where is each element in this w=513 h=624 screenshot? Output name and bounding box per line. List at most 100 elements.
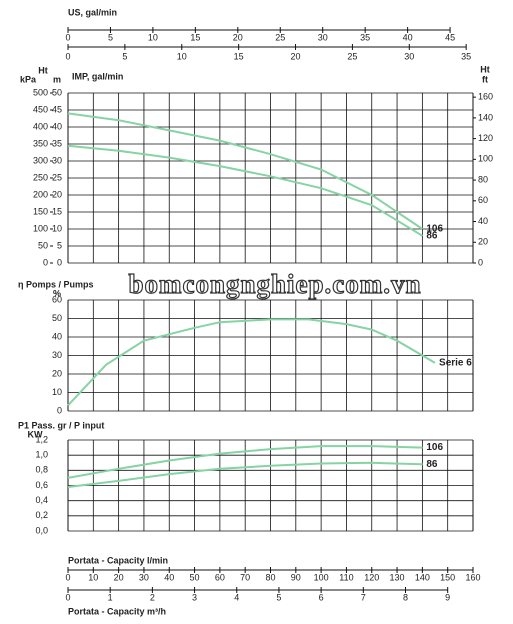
y-tick-label: 200 [33, 189, 48, 199]
x-tick-label: 80 [265, 572, 275, 582]
y-tick-label: 45 [52, 104, 62, 114]
axis-title: KW [28, 429, 43, 439]
y-tick-label: 450 [33, 104, 48, 114]
x-tick-label: 60 [215, 572, 225, 582]
x-tick-label: 5 [122, 51, 127, 61]
y-tick-label: 25 [52, 172, 62, 182]
y-tick-label: 50 [52, 313, 62, 323]
x-tick-label: 8 [403, 592, 408, 602]
curve [67, 318, 436, 407]
series-label: 106 [426, 224, 443, 235]
series-label: 86 [426, 459, 438, 470]
y-tick-label: 0 [57, 257, 62, 267]
y2-tick-label: 60 [478, 195, 488, 205]
y-tick-label: 0,8 [35, 465, 48, 475]
x-tick-label: 160 [465, 572, 480, 582]
y-tick-label: 0,6 [35, 480, 48, 490]
x-tick-label: 35 [360, 32, 370, 42]
x-tick-label: 0 [65, 572, 70, 582]
x-tick-label: 20 [114, 572, 124, 582]
y-tick-label: 30 [52, 350, 62, 360]
y-tick-label: 60 [52, 294, 62, 304]
y-tick-label: 350 [33, 138, 48, 148]
y-tick-label: 0,2 [35, 510, 48, 520]
x-tick-label: 9 [445, 592, 450, 602]
axis-title: ft [482, 74, 488, 84]
y-tick-label: 50 [52, 87, 62, 97]
curve [67, 144, 423, 237]
x-tick-label: 25 [275, 32, 285, 42]
y-tick-label: 400 [33, 121, 48, 131]
y-tick-label: 250 [33, 172, 48, 182]
y-tick-label: 10 [52, 387, 62, 397]
x-tick-label: 40 [403, 32, 413, 42]
y-tick-label: 1,0 [35, 450, 48, 460]
y-tick-label: 20 [52, 189, 62, 199]
axis-title: kPa [20, 74, 37, 84]
x-tick-label: 35 [461, 51, 471, 61]
x-tick-label: 20 [233, 32, 243, 42]
y-tick-label: 1,2 [35, 434, 48, 444]
axis-title: Portata - Capacity m³/h [68, 606, 166, 616]
series-label: 106 [426, 442, 443, 453]
x-tick-label: 15 [190, 32, 200, 42]
y-tick-label: 100 [33, 223, 48, 233]
y-tick-label: 0,0 [35, 525, 48, 535]
x-tick-label: 10 [177, 51, 187, 61]
x-tick-label: 1 [108, 592, 113, 602]
axis-title: Ht [480, 64, 490, 74]
x-tick-label: 120 [364, 572, 379, 582]
x-tick-label: 2 [150, 592, 155, 602]
x-tick-label: 40 [164, 572, 174, 582]
y-tick-label: 40 [52, 121, 62, 131]
axis-title: US, gal/min [68, 7, 117, 17]
y-tick-label: 30 [52, 155, 62, 165]
x-tick-label: 30 [404, 51, 414, 61]
series-label: 86 [426, 230, 438, 241]
x-tick-label: 20 [291, 51, 301, 61]
x-tick-label: 70 [240, 572, 250, 582]
x-tick-label: 110 [339, 572, 353, 582]
y2-tick-label: 0 [478, 257, 483, 267]
x-tick-label: 140 [415, 572, 430, 582]
y-tick-label: 500 [33, 87, 48, 97]
y2-tick-label: 80 [478, 174, 488, 184]
curve [67, 112, 423, 230]
series-label: Serie 6 [439, 358, 472, 369]
y2-tick-label: 20 [478, 237, 488, 247]
y-tick-label: 0 [43, 257, 48, 267]
x-tick-label: 15 [234, 51, 244, 61]
y-tick-label: 10 [52, 223, 62, 233]
x-tick-label: 10 [88, 572, 98, 582]
y-tick-label: 0 [57, 405, 62, 415]
y2-tick-label: 160 [478, 92, 493, 102]
curve [67, 461, 423, 488]
axis-title: Portata - Capacity l/min [68, 555, 168, 565]
y-tick-label: 35 [52, 138, 62, 148]
x-tick-label: 90 [291, 572, 301, 582]
x-tick-label: 45 [445, 32, 455, 42]
x-tick-label: 30 [139, 572, 149, 582]
axis-title: P1 Pass. gr / P input [18, 420, 104, 430]
y2-tick-label: 120 [478, 133, 493, 143]
x-tick-label: 3 [192, 592, 197, 602]
y-tick-label: 0,4 [35, 495, 48, 505]
x-tick-label: 5 [108, 32, 113, 42]
x-tick-label: 7 [361, 592, 366, 602]
x-tick-label: 0 [65, 592, 70, 602]
axis-title: IMP, gal/min [72, 71, 123, 81]
y-tick-label: 150 [33, 206, 48, 216]
axis-title: Ht [38, 65, 48, 75]
x-tick-label: 0 [65, 51, 70, 61]
x-tick-label: 100 [314, 572, 329, 582]
x-tick-label: 4 [234, 592, 239, 602]
x-tick-label: 50 [190, 572, 200, 582]
axis-title: % [53, 288, 61, 298]
y-tick-label: 15 [52, 206, 62, 216]
y2-tick-label: 100 [478, 154, 493, 164]
x-tick-label: 150 [440, 572, 455, 582]
watermark: bomcongnghiep.com.vn [128, 269, 421, 299]
y2-tick-label: 40 [478, 216, 488, 226]
y-tick-label: 50 [38, 240, 48, 250]
